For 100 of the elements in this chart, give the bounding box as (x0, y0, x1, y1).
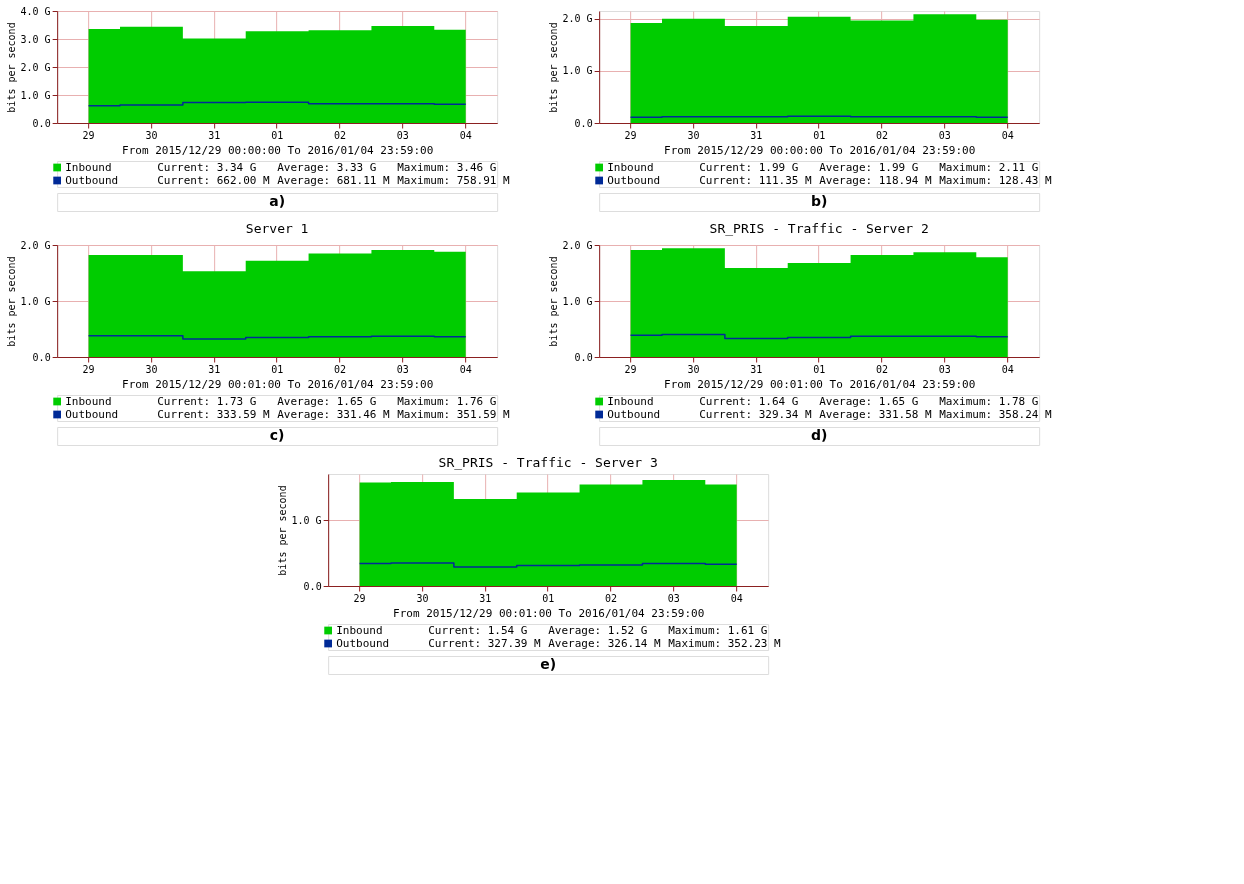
text: Current: 327.39 M (428, 636, 542, 650)
legend-label: Outbound (336, 636, 390, 650)
x-tick-label: 31 (750, 129, 763, 141)
text: Average: 331.46 M (277, 407, 391, 421)
x-tick-label: 31 (208, 363, 221, 375)
x-tick-label: 29 (82, 363, 95, 375)
legend-label: Outbound (607, 173, 661, 187)
y-tick-label: 0.0 (574, 117, 593, 129)
text: d) (810, 427, 828, 443)
text: Maximum: 1.76 G (397, 394, 497, 408)
text: Current: 329.34 M (699, 407, 813, 421)
x-tick-label: 04 (730, 592, 743, 604)
text: Average: 331.58 M (819, 407, 933, 421)
x-tick-label: 04 (1001, 129, 1014, 141)
text: e) (540, 656, 557, 672)
x-tick-label: 04 (459, 363, 472, 375)
x-tick-label: 04 (459, 129, 472, 141)
legend-label: Inbound (65, 160, 112, 174)
x-tick-label: 29 (624, 363, 637, 375)
text: Average: 1.52 G (548, 623, 648, 637)
x-axis-title: From 2015/12/29 00:01:00 To 2016/01/04 23:59:00 (393, 606, 705, 620)
x-tick-label: 29 (353, 592, 366, 604)
y-tick-label: 1.0 G (562, 295, 593, 307)
x-tick-label: 01 (813, 363, 826, 375)
chart-title: SR_PRIS - Traffic - Server 2 (709, 221, 929, 236)
x-tick-label: 01 (542, 592, 555, 604)
text: Current: 1.54 G (428, 623, 528, 637)
y-tick-label: 1.0 G (20, 89, 51, 101)
y-tick-label: 0.0 (574, 351, 593, 363)
y-axis-title: bits per second (276, 485, 288, 576)
y-tick-label: 2.0 G (20, 239, 51, 251)
text: Maximum: 128.43 M (939, 173, 1053, 187)
y-tick-label: 2.0 G (562, 13, 593, 25)
chart-title: SR_PRIS - Traffic - Server 3 (438, 455, 658, 470)
y-tick-label: 2.0 G (20, 61, 51, 73)
x-tick-label: 02 (875, 363, 889, 375)
x-tick-label: 03 (396, 129, 409, 141)
x-axis-title: From 2015/12/29 00:00:00 To 2016/01/04 23:59:00 (664, 143, 976, 157)
y-tick-label: 1.0 G (562, 65, 593, 77)
legend-label: Outbound (65, 173, 119, 187)
x-tick-label: 31 (479, 592, 492, 604)
text: Average: 1.65 G (277, 394, 377, 408)
legend-label: Inbound (336, 623, 383, 637)
x-tick-label: 04 (1001, 363, 1014, 375)
x-tick-label: 01 (271, 363, 284, 375)
text: Current: 1.64 G (699, 394, 799, 408)
text: Current: 662.00 M (157, 173, 271, 187)
text: Average: 118.94 M (819, 173, 933, 187)
text: Average: 681.11 M (277, 173, 391, 187)
y-tick-label: 3.0 G (20, 33, 51, 45)
text: Average: 1.65 G (819, 394, 919, 408)
y-tick-label: 0.0 (32, 351, 51, 363)
chart-title: Server 1 (245, 221, 309, 236)
x-tick-label: 02 (333, 363, 347, 375)
y-axis-title: bits per second (5, 22, 17, 113)
y-tick-label: 0.0 (303, 580, 322, 592)
text: Maximum: 758.91 M (397, 173, 511, 187)
x-tick-label: 03 (667, 592, 680, 604)
x-tick-label: 30 (416, 592, 429, 604)
x-tick-label: 02 (875, 129, 889, 141)
x-tick-label: 31 (750, 363, 763, 375)
text: Current: 3.34 G (157, 160, 257, 174)
text: Current: 333.59 M (157, 407, 271, 421)
text: Maximum: 3.46 G (397, 160, 497, 174)
x-tick-label: 02 (604, 592, 618, 604)
x-tick-label: 02 (333, 129, 347, 141)
x-axis-title: From 2015/12/29 00:01:00 To 2016/01/04 23:59:00 (122, 377, 434, 391)
x-tick-label: 01 (271, 129, 284, 141)
x-axis-title: From 2015/12/29 00:01:00 To 2016/01/04 23:59:00 (664, 377, 976, 391)
text: a) (269, 193, 286, 209)
legend-label: Outbound (607, 407, 661, 421)
x-tick-label: 30 (145, 363, 158, 375)
legend-label: Inbound (607, 160, 654, 174)
legend-label: Inbound (65, 394, 112, 408)
x-tick-label: 03 (396, 363, 409, 375)
text: Average: 326.14 M (548, 636, 662, 650)
x-tick-label: 31 (208, 129, 221, 141)
x-tick-label: 30 (687, 129, 700, 141)
text: Average: 1.99 G (819, 160, 919, 174)
x-tick-label: 30 (687, 363, 700, 375)
x-tick-label: 01 (813, 129, 826, 141)
y-tick-label: 0.0 (32, 117, 51, 129)
text: Average: 3.33 G (277, 160, 377, 174)
text: Maximum: 358.24 M (939, 407, 1053, 421)
y-axis-title: bits per second (547, 256, 559, 347)
x-axis-title: From 2015/12/29 00:00:00 To 2016/01/04 23:59:00 (122, 143, 434, 157)
x-tick-label: 29 (624, 129, 637, 141)
text: b) (810, 193, 828, 209)
text: Maximum: 352.23 M (668, 636, 782, 650)
text: Current: 111.35 M (699, 173, 813, 187)
x-tick-label: 03 (938, 363, 951, 375)
y-tick-label: 1.0 G (20, 295, 51, 307)
text: c) (269, 427, 285, 443)
y-axis-title: bits per second (5, 256, 17, 347)
y-axis-title: bits per second (547, 22, 559, 113)
x-tick-label: 30 (145, 129, 158, 141)
x-tick-label: 03 (938, 129, 951, 141)
text: Current: 1.99 G (699, 160, 799, 174)
y-tick-label: 1.0 G (291, 514, 322, 526)
text: Current: 1.73 G (157, 394, 257, 408)
